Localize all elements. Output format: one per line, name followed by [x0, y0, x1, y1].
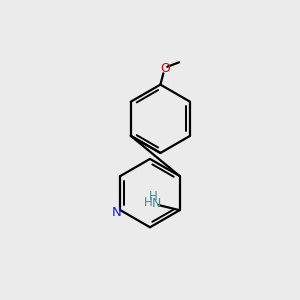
Text: H: H: [148, 190, 157, 203]
Text: N: N: [112, 206, 122, 219]
Text: O: O: [160, 62, 170, 75]
Text: H: H: [144, 196, 153, 209]
Text: N: N: [152, 197, 161, 210]
